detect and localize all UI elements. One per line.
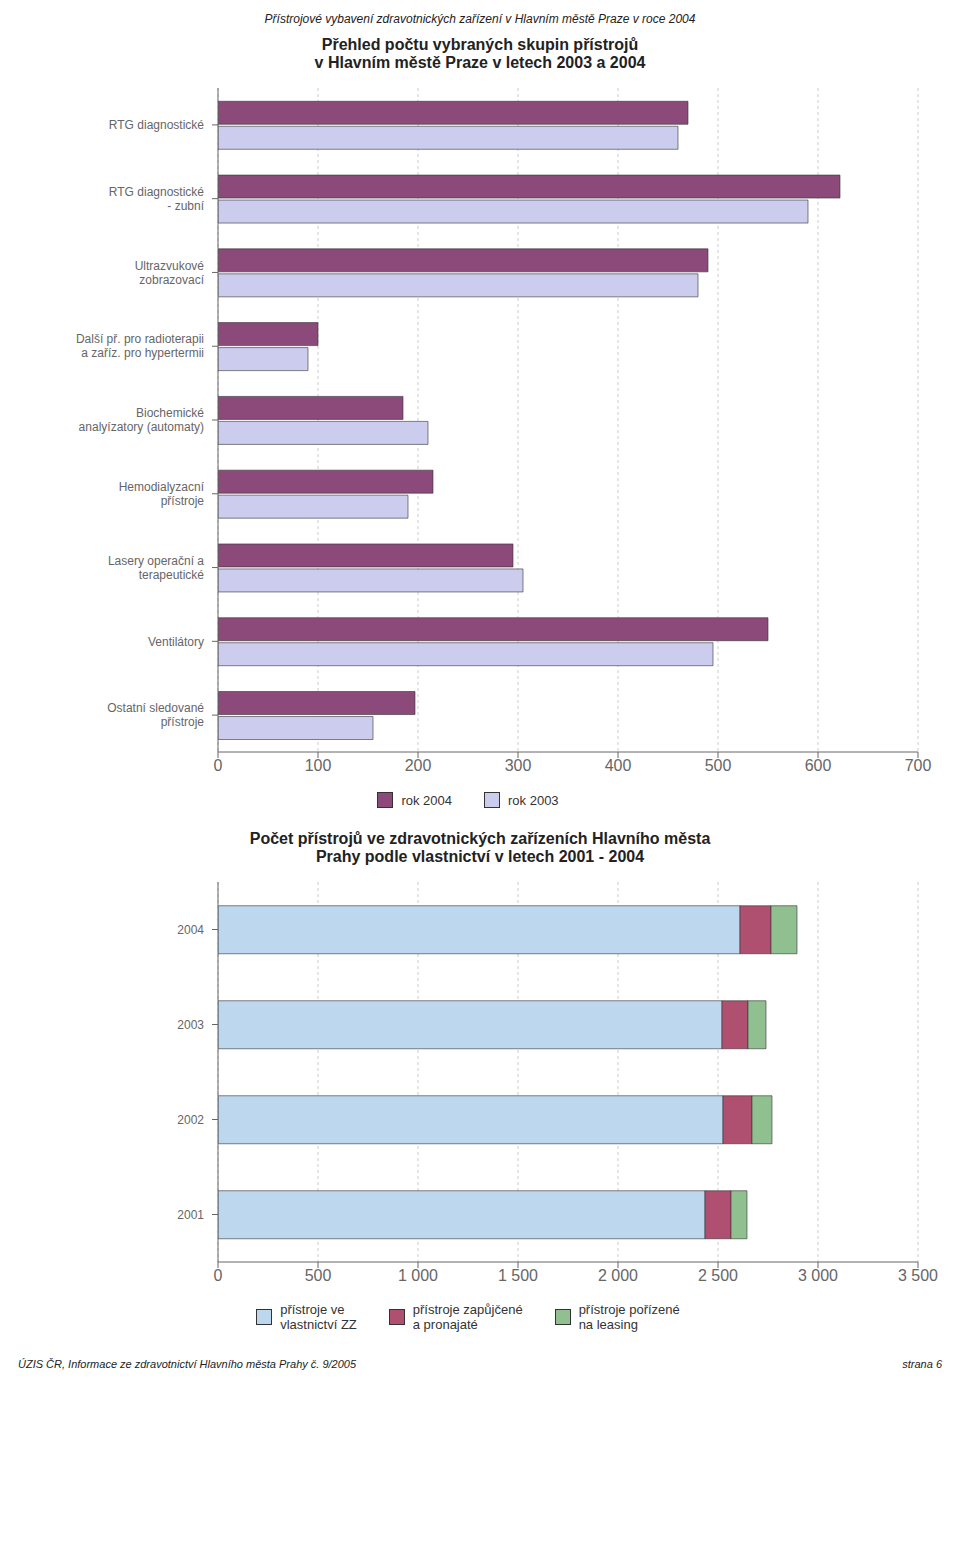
svg-text:500: 500 [705, 757, 732, 774]
svg-text:200: 200 [405, 757, 432, 774]
html-text:v Hlavním městě Praze v letech: v Hlavním městě Praze v letech 2003 a 20… [314, 54, 646, 71]
html-text:rok 2003: rok 2003 [508, 792, 559, 808]
svg-text:Hemodialyzacnípřístroje: Hemodialyzacnípřístroje [119, 480, 205, 508]
html-text:Prahy podle vlastnictví v lete: Prahy podle vlastnictví v letech 2001 - … [315, 848, 645, 865]
html-text:Přístrojové vybavení zdravotni: Přístrojové vybavení zdravotnických zaří… [264, 12, 696, 26]
svg-text:Biochemickéanalyízatory (autom: Biochemickéanalyízatory (automaty) [79, 406, 205, 434]
svg-text:1 000: 1 000 [398, 1267, 438, 1284]
svg-text:500: 500 [305, 1267, 332, 1284]
svg-text:2001: 2001 [177, 1208, 204, 1222]
svg-text:0: 0 [214, 1267, 223, 1284]
svg-text:2 500: 2 500 [698, 1267, 738, 1284]
svg-text:3 000: 3 000 [798, 1267, 838, 1284]
svg-text:700: 700 [905, 757, 932, 774]
svg-text:400: 400 [605, 757, 632, 774]
svg-text:100: 100 [305, 757, 332, 774]
html-text:ÚZIS ČR, Informace ze zdravotn: ÚZIS ČR, Informace ze zdravotnictví Hlav… [18, 1358, 357, 1370]
html-text:přístroje pořízené na leasing: přístroje pořízené na leasing [578, 1302, 680, 1332]
svg-text:Ostatní sledovanépřístroje: Ostatní sledovanépřístroje [107, 701, 204, 729]
svg-text:3 500: 3 500 [898, 1267, 938, 1284]
svg-text:Další př. pro radioterapiia za: Další př. pro radioterapiia zaříz. pro h… [76, 332, 204, 360]
svg-text:Ultrazvukovézobrazovací: Ultrazvukovézobrazovací [135, 259, 205, 287]
html-text:přístroje zapůjčené a pronajat: přístroje zapůjčené a pronajaté [412, 1302, 523, 1332]
svg-text:2003: 2003 [177, 1018, 204, 1032]
svg-text:RTG diagnostické: RTG diagnostické [109, 118, 204, 132]
html-text:Počet přístrojů ve zdravotnick: Počet přístrojů ve zdravotnických zaříze… [249, 830, 711, 847]
svg-text:RTG diagnostické- zubní: RTG diagnostické- zubní [109, 185, 205, 213]
svg-text:2004: 2004 [177, 923, 204, 937]
svg-text:300: 300 [505, 757, 532, 774]
svg-text:Lasery operační aterapeutické: Lasery operační aterapeutické [108, 554, 204, 582]
html-text:strana 6: strana 6 [902, 1358, 942, 1370]
svg-text:2002: 2002 [177, 1113, 204, 1127]
svg-text:2 000: 2 000 [598, 1267, 638, 1284]
svg-text:Ventilátory: Ventilátory [148, 635, 204, 649]
html-text:přístroje ve vlastnictví ZZ: přístroje ve vlastnictví ZZ [280, 1302, 357, 1332]
html-text:Přehled počtu vybraných skupin: Přehled počtu vybraných skupin přístrojů [321, 36, 639, 53]
svg-text:1 500: 1 500 [498, 1267, 538, 1284]
svg-text:600: 600 [805, 757, 832, 774]
html-text:rok 2004: rok 2004 [401, 792, 452, 808]
svg-text:0: 0 [214, 757, 223, 774]
